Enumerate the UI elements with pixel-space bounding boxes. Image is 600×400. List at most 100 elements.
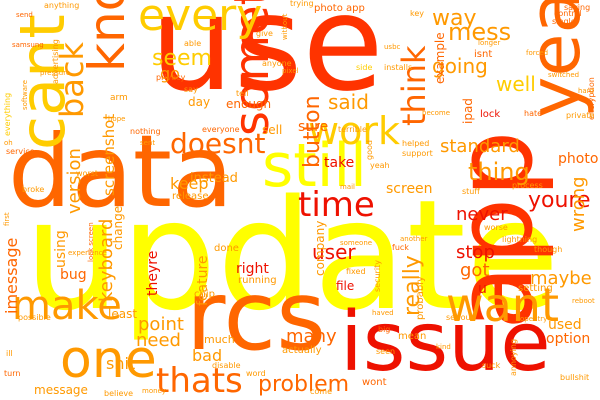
word-switched: switched — [548, 71, 580, 79]
word-anyone: anyone — [262, 59, 292, 68]
word-go: go — [160, 64, 180, 83]
word-terrible: terrible — [338, 125, 367, 134]
word-much: much — [204, 333, 235, 346]
word-security: security — [373, 260, 382, 292]
word-using: using — [53, 230, 69, 268]
word-rcs: rcs — [186, 260, 327, 372]
word-lock-screen: lock screen — [87, 222, 95, 262]
word-money: money — [142, 387, 166, 395]
word-everyone: everyone — [202, 125, 240, 134]
word-probably: probably — [415, 276, 426, 320]
word-seem: seem — [152, 46, 212, 71]
word-wrong: wrong — [568, 176, 589, 232]
word-broke: broke — [22, 185, 45, 194]
word-usbc: usbc — [384, 43, 401, 51]
word-lock: lock — [480, 109, 501, 120]
word-standard: standard — [440, 136, 520, 157]
word-control: control — [554, 9, 582, 18]
word-going: going — [432, 54, 488, 78]
word-saying: saying — [564, 3, 591, 12]
word-screen: screen — [386, 181, 433, 197]
word-wont: wont — [362, 377, 387, 388]
word-want: want — [446, 278, 560, 332]
word-screenshot: screenshot — [100, 113, 118, 196]
word-bullshit: bullshit — [560, 373, 590, 382]
word-ill: ill — [6, 349, 13, 358]
word-suck: suck — [482, 361, 501, 370]
word-single: single — [552, 17, 576, 26]
word-anything: anything — [44, 1, 80, 10]
word-fixed: fixed — [346, 267, 366, 276]
word-privacy: privacy — [156, 73, 186, 82]
word-give: give — [256, 29, 273, 38]
word-option: option — [546, 331, 591, 347]
word-fuck: fuck — [392, 243, 409, 252]
word-though: though — [534, 245, 563, 254]
word-thats: thats — [156, 361, 243, 400]
word-disable: disable — [212, 361, 241, 370]
word-mean: mean — [398, 331, 427, 342]
word-forced: forced — [526, 49, 549, 57]
word-haved: haved — [372, 309, 394, 317]
word-youre: youre — [528, 188, 591, 213]
word-annoying: annoying — [509, 338, 518, 376]
word-issue: issue — [340, 295, 551, 390]
word-sell: sell — [262, 123, 283, 137]
word-take: take — [324, 155, 355, 171]
word-many: many — [286, 326, 337, 347]
word-opentry: opentry — [520, 315, 548, 323]
word-least: least — [108, 307, 138, 321]
word-sent: sent — [140, 139, 156, 147]
word-serious: serious — [446, 313, 475, 322]
word-say: say — [184, 85, 198, 94]
word-setting: setting — [518, 283, 553, 294]
word-longer: longer — [478, 39, 501, 47]
word-photo: photo — [558, 151, 599, 167]
word-key: key — [410, 9, 425, 18]
word-big: big — [378, 325, 391, 334]
word-well: well — [496, 72, 536, 96]
word-stuff: stuff — [462, 187, 480, 196]
word-theyre: theyre — [145, 250, 161, 296]
word-chip: chip — [194, 289, 215, 300]
word-imessage: imessage — [2, 237, 21, 314]
word-stop: stop — [456, 242, 495, 263]
word-pressure: pressure — [40, 69, 71, 77]
word-company: company — [313, 220, 327, 276]
word-ipad: ipad — [461, 98, 475, 124]
word-hope: hope — [108, 115, 126, 123]
word-send: send — [16, 11, 33, 19]
word-hate: hate — [524, 109, 543, 118]
word-samsung: samsung — [12, 41, 44, 49]
word-file: file — [336, 279, 355, 293]
word-word: word — [246, 369, 266, 378]
word-without: without — [281, 13, 289, 40]
word-need: need — [136, 330, 181, 351]
word-still: still — [262, 131, 367, 201]
word-someone: someone — [340, 239, 373, 247]
word-keep: keep — [170, 174, 209, 193]
word-thing: thing — [468, 158, 530, 186]
word-instead: instead — [190, 171, 238, 186]
word-message: message — [34, 383, 88, 397]
word-change: change — [111, 205, 125, 250]
word-make: make — [12, 283, 122, 329]
word-time: time — [298, 185, 375, 225]
word-way: way — [432, 6, 477, 31]
word-come: come — [310, 387, 333, 396]
word-version: version — [64, 148, 85, 214]
word-release: release — [172, 191, 209, 202]
word-able: able — [184, 39, 202, 48]
word-first: first — [3, 212, 11, 226]
word-photo-app: photo app — [314, 3, 365, 14]
word-use: use — [150, 0, 384, 121]
word-good: good — [365, 140, 374, 160]
word-become: become — [422, 109, 451, 117]
word-used: used — [548, 317, 582, 333]
word-data: data — [8, 113, 234, 230]
word-worse: worse — [484, 223, 508, 232]
word-believe: believe — [104, 389, 134, 398]
word-update: update — [24, 167, 560, 344]
word-shit: shit — [106, 354, 136, 373]
